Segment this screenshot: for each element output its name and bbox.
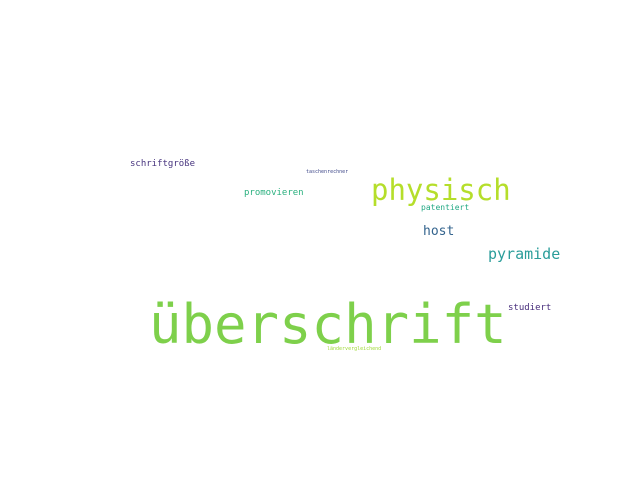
word-patentiert: patentiert — [421, 203, 470, 212]
word-taschenrechner: taschenrechner — [306, 169, 349, 175]
word-host: host — [423, 224, 455, 239]
word-physisch: physisch — [371, 173, 511, 207]
word-uberschrift: überschrift — [149, 293, 507, 356]
word-promovieren: promovieren — [244, 188, 304, 198]
word-pyramide: pyramide — [488, 245, 561, 263]
word-studiert: studiert — [508, 303, 552, 313]
word-landervergleichend: ländervergleichend — [327, 346, 382, 352]
word-schriftgrosse: schriftgröße — [130, 159, 196, 169]
